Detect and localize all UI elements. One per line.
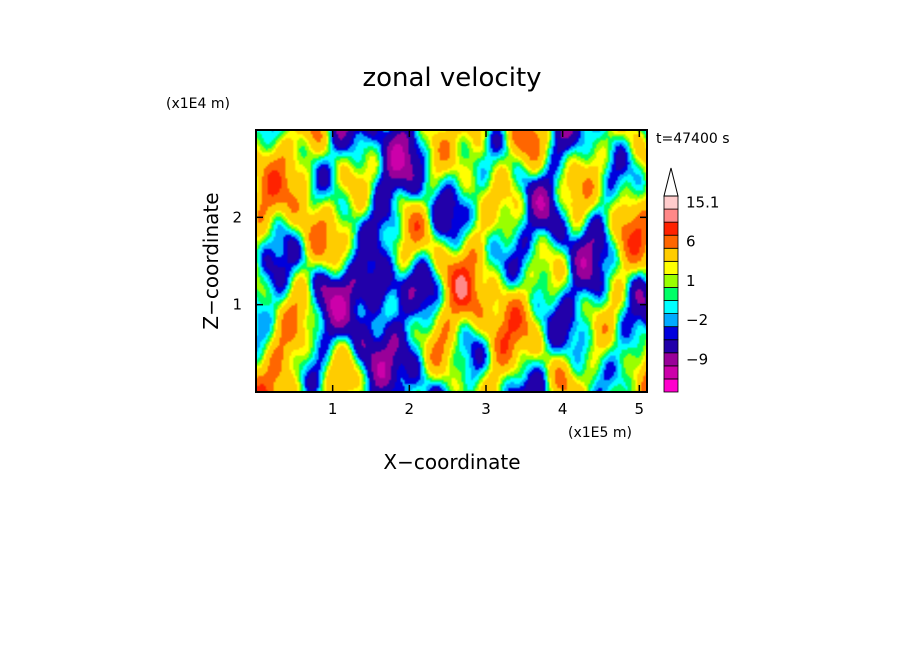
- chart-title: zonal velocity: [362, 63, 541, 93]
- y-scale-label: (x1E4 m): [166, 96, 230, 112]
- colorbar-swatch: [663, 339, 679, 354]
- colorbar-swatch: [663, 247, 679, 262]
- colorbar-swatch: [663, 208, 679, 223]
- colorbar-swatch: [663, 300, 679, 314]
- colorbar-swatch: [663, 260, 679, 275]
- plot-area: [256, 130, 647, 392]
- plot-frame: [255, 129, 648, 393]
- colorbar-label: 1: [686, 272, 696, 290]
- x-scale-label: (x1E5 m): [568, 425, 632, 441]
- x-tick-label: 3: [481, 400, 491, 418]
- x-axis-title: X−coordinate: [383, 450, 520, 474]
- x-axis-ticks: 1 2 3 4 5: [328, 130, 644, 418]
- colorbar-swatch: [663, 287, 679, 301]
- colorbar: 15.1 6 1 −2 −9: [663, 167, 719, 393]
- colorbar-swatch: [663, 221, 679, 236]
- colorbar-label: 6: [686, 233, 696, 251]
- x-tick-label: 2: [405, 400, 415, 418]
- colorbar-swatch: [663, 234, 679, 249]
- colorbar-swatch: [663, 352, 679, 367]
- y-tick-label: 2: [232, 208, 242, 226]
- colorbar-swatch: [663, 273, 679, 288]
- y-axis-ticks: 12: [232, 208, 647, 314]
- colorbar-swatch: [663, 195, 679, 210]
- x-tick-label: 5: [635, 400, 645, 418]
- x-tick-label: 1: [328, 400, 338, 418]
- colorbar-extend-arrow: [663, 167, 679, 197]
- colorbar-swatch: [663, 378, 679, 393]
- colorbar-swatch: [663, 326, 679, 341]
- x-tick-label: 4: [558, 400, 568, 418]
- time-label: t=47400 s: [656, 131, 730, 147]
- colorbar-label: −9: [686, 350, 708, 368]
- colorbar-label: −2: [686, 311, 708, 329]
- y-axis-title: Z−coordinate: [199, 192, 223, 329]
- colorbar-label: 15.1: [686, 194, 719, 212]
- colorbar-swatch: [663, 365, 679, 380]
- velocity-field-raster: [256, 130, 647, 392]
- y-tick-label: 1: [232, 296, 242, 314]
- colorbar-swatch: [663, 313, 679, 328]
